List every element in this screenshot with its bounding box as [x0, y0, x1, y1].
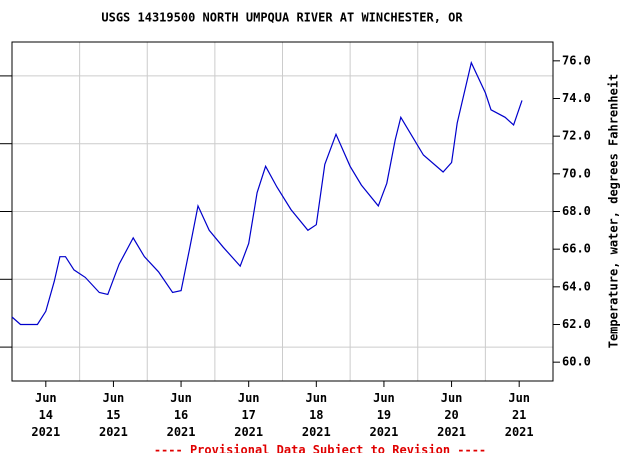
y2-axis-label: Temperature, water, degrees Fahrenheit	[607, 74, 621, 349]
y2-tick-label: 74.0	[562, 91, 591, 105]
x-tick-label: Jun 20 2021	[437, 391, 467, 439]
y2-tick-label: 64.0	[562, 279, 591, 293]
y2-tick-label: 60.0	[562, 355, 591, 369]
x-tick-label: Jun 15 2021	[98, 391, 128, 439]
x-tick-label: Jun 18 2021	[301, 391, 331, 439]
footnote: ---- Provisional Data Subject to Revisio…	[153, 443, 487, 453]
x-tick-label: Jun 19 2021	[369, 391, 399, 439]
chart-title: USGS 14319500 NORTH UMPQUA RIVER AT WINC…	[101, 11, 463, 25]
plot-frame	[11, 41, 554, 382]
data-line	[11, 60, 523, 326]
y2-tick-label: 72.0	[562, 129, 591, 143]
x-tick-label: Jun 14 2021	[31, 391, 61, 439]
x-tick-label: Jun 16 2021	[166, 391, 196, 439]
x-tick-label: Jun 21 2021	[504, 391, 534, 439]
y2-tick-label: 62.0	[562, 317, 591, 331]
y2-tick-label: 66.0	[562, 242, 591, 256]
y2-tick-label: 68.0	[562, 204, 591, 218]
y2-tick-label: 70.0	[562, 166, 591, 180]
x-tick-label: Jun 17 2021	[234, 391, 264, 439]
y2-tick-label: 76.0	[562, 53, 591, 67]
